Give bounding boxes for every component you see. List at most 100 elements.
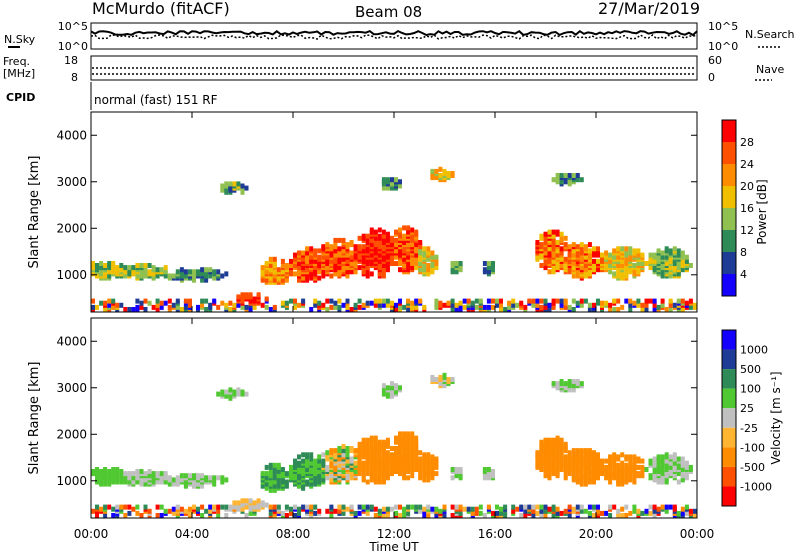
power-cell [272,256,277,262]
power-cell [575,300,580,306]
vel-cell [361,504,366,510]
power-cell [107,261,112,266]
power-cell [240,183,245,189]
vel-cell [571,473,576,479]
power-cell [240,292,245,298]
power-cell [507,304,512,310]
vel-cell [373,513,378,518]
vel-cell [511,504,516,510]
vel-cell [337,446,342,451]
vel-cell [115,467,120,472]
power-cell [337,298,342,304]
vel-cell [107,504,112,510]
vel-cell [240,498,245,504]
power-cell [616,298,621,304]
power-cell [402,246,407,252]
vel-cell [91,508,95,514]
vel-cell [608,479,613,485]
power-cell [430,254,435,260]
vel-cell [224,389,229,395]
vel-cell [163,471,168,477]
vel-cell [414,464,419,470]
vel-cell [204,475,209,481]
vel-cell [373,439,378,445]
vel-cell [539,467,544,472]
vel-cell [567,504,572,510]
vel-cell [119,477,124,483]
power-colorbar-tick: 24 [740,158,754,171]
power-cell [390,300,394,306]
vel-cell [361,473,366,479]
power-cell [491,261,495,266]
power-cell [482,304,487,310]
vel-cell [353,510,358,516]
vel-cell [175,475,180,481]
vel-cell [434,377,439,382]
power-cell [664,246,669,252]
vel-cell [272,462,277,468]
vel-cell [321,452,326,458]
power-cell [555,173,560,178]
vel-cell [228,387,233,393]
vel-cell [171,506,176,512]
power-cell [491,304,495,310]
power-cell [208,302,213,308]
vel-cell [244,498,249,504]
vel-cell [385,471,390,477]
power-cell [632,248,637,254]
vel-cell [220,389,225,395]
vel-cell [381,477,386,483]
power-cell [390,254,394,260]
vel-cell [579,454,584,460]
vel-cell [450,377,455,382]
power-cell [365,233,370,239]
power-cell [228,307,233,312]
power-cell [373,298,378,304]
vel-cell [188,473,192,479]
vel-cell [119,469,124,474]
power-colorbar-segment [722,120,736,142]
vel-cell [454,504,459,510]
power-cell [632,300,637,306]
vel-cell [284,513,289,518]
power-cell [551,252,556,258]
vel-cell [608,513,613,518]
power-cell [539,254,544,260]
power-cell [555,177,560,183]
power-cell [402,256,407,262]
power-colorbar-tick: 28 [740,136,754,149]
power-cell [240,296,245,302]
vel-cell [567,456,572,462]
power-cell [559,231,564,237]
power-cell [656,248,661,254]
vel-cell [268,469,273,474]
power-cell [381,237,386,243]
vel-cell [426,513,431,518]
vel-cell [280,467,285,472]
vel-cell [543,508,548,514]
vel-cell [212,504,217,510]
power-cell [200,298,205,304]
power-cell [555,265,560,271]
power-cell [648,265,653,271]
vel-cell [571,506,576,512]
power-cell [450,267,455,273]
vel-cell [373,473,378,479]
vel-cell [563,441,568,447]
power-cell [567,244,572,250]
vel-cell [264,502,269,508]
power-cell [99,269,104,275]
power-cell [107,298,112,304]
power-cell [672,258,677,264]
vel-cell [95,467,99,472]
vel-cell [369,504,374,510]
power-cell [579,248,584,254]
vel-cell [422,477,427,483]
vel-y-tick-label: 2000 [56,427,87,441]
vel-cell [329,513,334,518]
vel-cell [333,464,338,470]
power-cell [688,304,693,310]
vel-cell [430,454,435,460]
velocity-colorbar-tick: 100 [740,383,761,396]
power-cell [119,302,124,308]
